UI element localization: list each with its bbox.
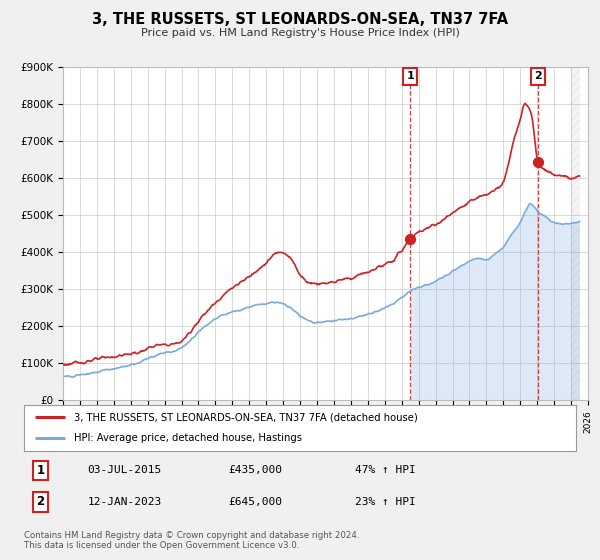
Text: HPI: Average price, detached house, Hastings: HPI: Average price, detached house, Hast… <box>74 433 302 444</box>
Text: 3, THE RUSSETS, ST LEONARDS-ON-SEA, TN37 7FA (detached house): 3, THE RUSSETS, ST LEONARDS-ON-SEA, TN37… <box>74 412 418 422</box>
Text: 2: 2 <box>37 495 44 508</box>
Text: 1: 1 <box>37 464 44 477</box>
Text: 2: 2 <box>534 72 542 81</box>
Text: 1: 1 <box>406 72 414 81</box>
Point <box>406 235 415 244</box>
Text: 23% ↑ HPI: 23% ↑ HPI <box>355 497 416 507</box>
Text: £435,000: £435,000 <box>228 465 282 475</box>
Text: 03-JUL-2015: 03-JUL-2015 <box>88 465 162 475</box>
Point <box>533 157 542 166</box>
Text: £645,000: £645,000 <box>228 497 282 507</box>
Text: 3, THE RUSSETS, ST LEONARDS-ON-SEA, TN37 7FA: 3, THE RUSSETS, ST LEONARDS-ON-SEA, TN37… <box>92 12 508 27</box>
Text: 47% ↑ HPI: 47% ↑ HPI <box>355 465 416 475</box>
Text: 12-JAN-2023: 12-JAN-2023 <box>88 497 162 507</box>
Text: Contains HM Land Registry data © Crown copyright and database right 2024.
This d: Contains HM Land Registry data © Crown c… <box>24 531 359 550</box>
Text: Price paid vs. HM Land Registry's House Price Index (HPI): Price paid vs. HM Land Registry's House … <box>140 28 460 38</box>
